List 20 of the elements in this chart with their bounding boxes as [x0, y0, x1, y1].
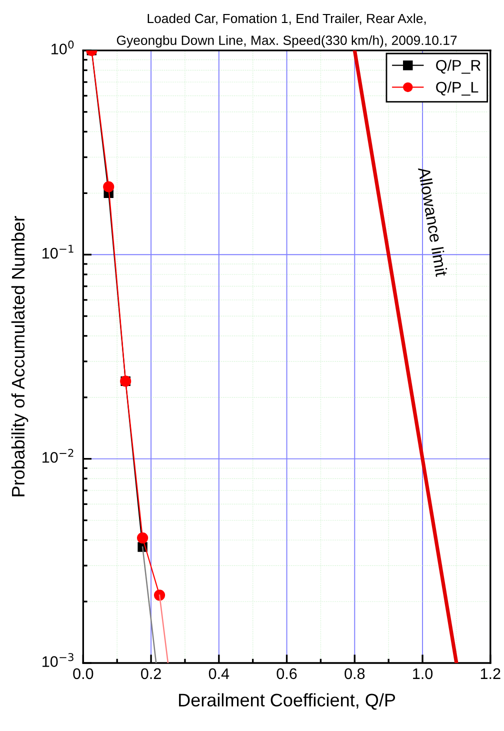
point — [136, 532, 148, 544]
y-tick-label: 10$^{−3}$ — [42, 653, 74, 667]
y-axis-title: Probability of Accumulated Number — [11, 216, 28, 496]
y-tick-label: 10$^{0}$ — [52, 40, 74, 54]
x-tick-label: 0.0 — [73, 668, 94, 680]
point — [103, 181, 114, 192]
x-tick-label: 1.2 — [480, 668, 500, 679]
legend-label: Q/P_R — [436, 60, 481, 74]
legend-label: Q/P_L — [436, 81, 478, 96]
x-tick-label: 0.8 — [344, 668, 365, 680]
chart-title: Loaded Car, Fomation 1, End Trailer, Rear Axle, Gyeongbu Down Line, Max. Speed(330 km/h), 2009.10.17 — [116, 13, 457, 48]
point — [154, 590, 166, 601]
x-tick-label: 0.2 — [141, 668, 161, 680]
x-tick-label: 0.6 — [276, 668, 297, 680]
x-axis-title: Derailment Coefficient, Q/P — [179, 693, 396, 710]
y-tick-label: 10$^{−2}$ — [42, 448, 74, 463]
x-tick-label: 0.4 — [208, 668, 230, 680]
annotation: Allowance limit — [418, 166, 448, 277]
y-tick-label: 10$^{−1}$ — [42, 244, 74, 259]
x-tick-label: 1.0 — [413, 668, 433, 680]
